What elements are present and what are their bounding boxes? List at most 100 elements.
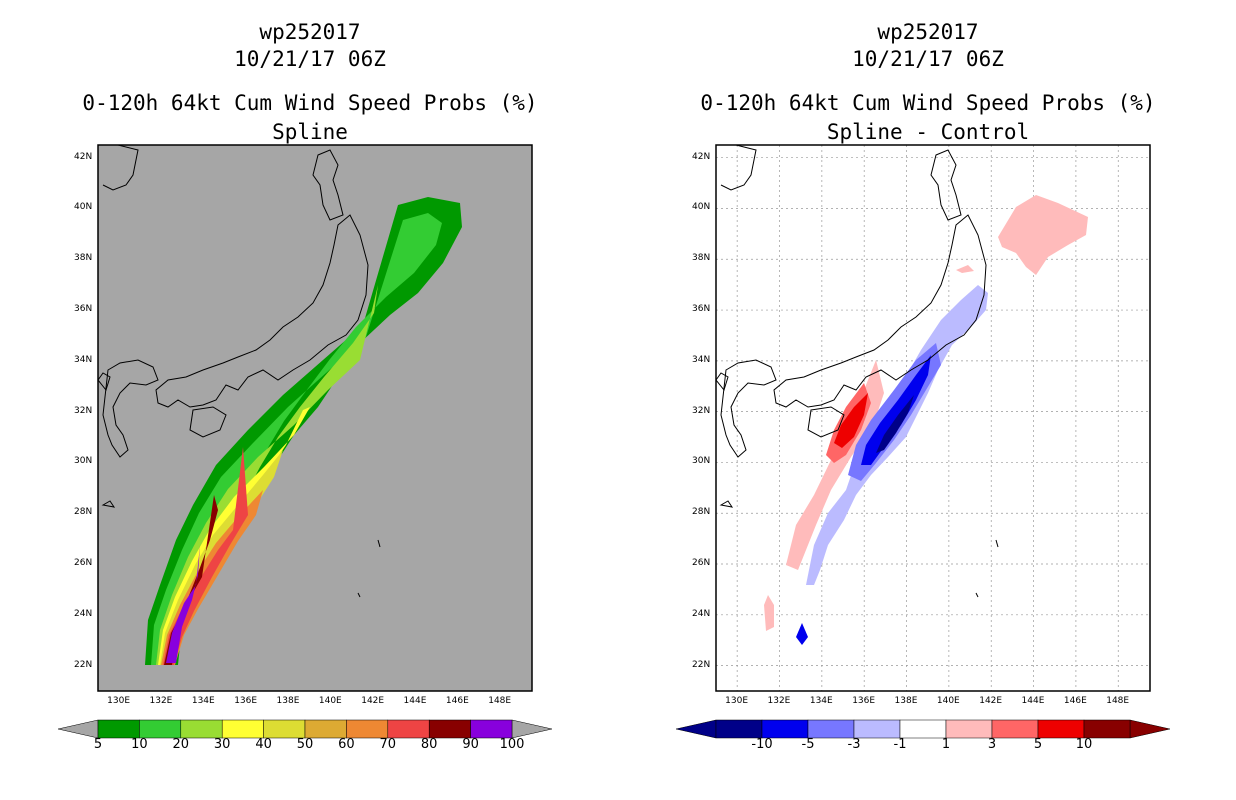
map-frame — [97, 144, 533, 692]
lat-tick-label: 36N — [692, 304, 711, 315]
coastlines — [715, 144, 999, 598]
lon-tick-label: 148E — [1106, 696, 1130, 706]
left-product-title: 0-120h 64kt Cum Wind Speed Probs (%) — [82, 91, 538, 115]
diff-neg-small — [796, 623, 808, 645]
colorbar-segment — [387, 719, 430, 739]
map-frame — [715, 144, 1151, 692]
lon-tick-label: 148E — [488, 696, 512, 706]
right-difference-map — [715, 144, 1151, 692]
left-datetime: 10/21/17 06Z — [234, 47, 386, 71]
colorbar-segment — [346, 719, 389, 739]
colorbar-label: -1 — [893, 737, 907, 752]
coastlines — [97, 144, 381, 598]
colorbar-segment — [899, 719, 947, 739]
lat-tick-label: 26N — [692, 558, 711, 569]
colorbar-label: 40 — [255, 737, 272, 752]
colorbar-label: 60 — [338, 737, 355, 752]
colorbar-label: 90 — [462, 737, 479, 752]
colorbar-segment — [304, 719, 347, 739]
lon-tick-label: 132E — [149, 696, 173, 706]
colorbar-label: -3 — [847, 737, 861, 752]
lat-tick-label: 40N — [74, 202, 93, 213]
lat-tick-label: 36N — [74, 304, 93, 315]
contour-90pct — [166, 545, 200, 663]
lat-tick-label: 42N — [74, 151, 93, 162]
contour-20pct — [156, 285, 378, 665]
colorbar-label: 5 — [1033, 737, 1043, 752]
lat-tick-label: 34N — [74, 354, 93, 365]
colorbar-label: -10 — [751, 737, 773, 752]
diff-pos-1-ne — [998, 195, 1088, 275]
colorbar-right-arrow — [1129, 719, 1171, 739]
lon-tick-label: 146E — [1063, 696, 1087, 706]
right-product-title: 0-120h 64kt Cum Wind Speed Probs (%) — [700, 91, 1156, 115]
lat-tick-label: 32N — [692, 405, 711, 416]
lon-tick-label: 132E — [767, 696, 791, 706]
colorbar-segment — [428, 719, 471, 739]
lon-tick-label: 144E — [1021, 696, 1045, 706]
right-datetime: 10/21/17 06Z — [852, 47, 1004, 71]
lon-tick-label: 144E — [403, 696, 427, 706]
lat-tick-label: 30N — [692, 456, 711, 467]
lon-tick-label: 140E — [936, 696, 960, 706]
lon-tick-label: 142E — [979, 696, 1003, 706]
colorbar-label: 30 — [213, 737, 231, 752]
lat-tick-label: 34N — [692, 354, 711, 365]
diff-pos-1-dot — [956, 265, 974, 273]
colorbar-label: -5 — [801, 737, 815, 752]
lat-tick-label: 26N — [74, 558, 93, 569]
lat-tick-label: 32N — [74, 405, 93, 416]
lat-tick-label: 40N — [692, 202, 711, 213]
lat-tick-label: 28N — [692, 507, 711, 518]
colorbar-segment — [470, 719, 513, 739]
colorbar-segment — [263, 719, 306, 739]
lon-tick-label: 134E — [191, 696, 215, 706]
lat-tick-label: 38N — [692, 253, 711, 264]
colorbar-segment — [807, 719, 855, 739]
lat-tick-label: 22N — [692, 659, 711, 670]
colorbar-left-arrow — [675, 719, 717, 739]
colorbar-segment — [139, 719, 182, 739]
colorbar-label: 100 — [499, 737, 525, 752]
left-colorbar — [57, 719, 553, 739]
colorbar-segment — [761, 719, 809, 739]
lon-tick-label: 134E — [809, 696, 833, 706]
colorbar-segment — [180, 719, 223, 739]
colorbar-segment — [945, 719, 993, 739]
colorbar-segment — [1083, 719, 1131, 739]
right-storm-id: wp252017 — [877, 20, 979, 44]
colorbar-segment — [991, 719, 1039, 739]
colorbar-segment — [97, 719, 140, 739]
lon-tick-label: 138E — [276, 696, 300, 706]
colorbar-label: 70 — [379, 737, 397, 752]
colorbar-left-arrow — [57, 719, 99, 739]
lon-tick-label: 136E — [234, 696, 258, 706]
lon-tick-label: 138E — [894, 696, 918, 706]
right-colorbar — [675, 719, 1171, 739]
lon-tick-label: 142E — [361, 696, 385, 706]
colorbar-label: 10 — [131, 737, 148, 752]
lon-tick-label: 146E — [445, 696, 469, 706]
lon-tick-label: 130E — [725, 696, 749, 706]
colorbar-segment — [221, 719, 264, 739]
left-probability-map — [97, 144, 533, 692]
colorbar-label: 50 — [296, 737, 314, 752]
lat-tick-label: 22N — [74, 659, 93, 670]
colorbar-label: 80 — [420, 737, 438, 752]
colorbar-segment — [853, 719, 901, 739]
diff-neg-10 — [876, 395, 914, 453]
colorbar-label: 10 — [1075, 737, 1093, 752]
left-storm-id: wp252017 — [259, 20, 361, 44]
colorbar-segment — [715, 719, 763, 739]
right-subtitle: Spline - Control — [826, 120, 1030, 144]
lat-tick-label: 42N — [692, 151, 711, 162]
diff-pos-1-small — [764, 595, 774, 631]
contour-10pct — [151, 213, 442, 665]
lon-tick-label: 136E — [852, 696, 876, 706]
lat-tick-label: 28N — [74, 507, 93, 518]
lon-tick-label: 130E — [107, 696, 131, 706]
lat-tick-label: 24N — [692, 608, 711, 619]
left-subtitle: Spline — [272, 120, 348, 144]
lat-tick-label: 38N — [74, 253, 93, 264]
diff-pos-5 — [834, 393, 868, 448]
